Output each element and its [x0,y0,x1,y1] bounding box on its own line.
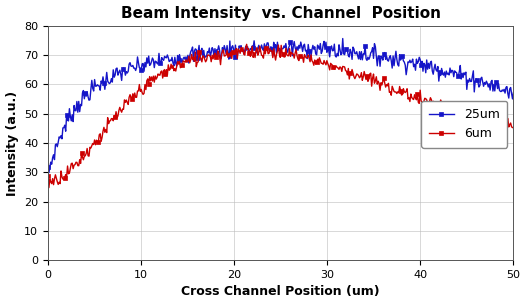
6um [270,47,277,50]
6um [501,128,507,131]
25um [510,91,517,94]
Title: Beam Intensity  vs. Channel  Position: Beam Intensity vs. Channel Position [120,5,441,21]
Line: 6um: 6um [46,43,515,189]
X-axis label: Cross Channel Position (um): Cross Channel Position (um) [181,285,380,299]
25um [428,60,434,63]
25um [45,165,51,168]
25um [340,37,346,40]
25um [323,40,329,44]
25um [270,54,276,58]
6um [510,126,517,130]
25um [267,48,273,52]
6um [299,55,305,59]
6um [268,49,274,53]
25um [46,171,52,174]
25um [298,40,304,44]
6um [244,43,250,46]
6um [428,98,434,102]
Line: 25um: 25um [46,37,515,174]
6um [323,59,330,63]
Legend: 25um, 6um: 25um, 6um [421,101,507,148]
25um [501,88,507,91]
6um [45,174,51,178]
Y-axis label: Intensity (a.u.): Intensity (a.u.) [6,91,18,195]
6um [46,186,52,189]
